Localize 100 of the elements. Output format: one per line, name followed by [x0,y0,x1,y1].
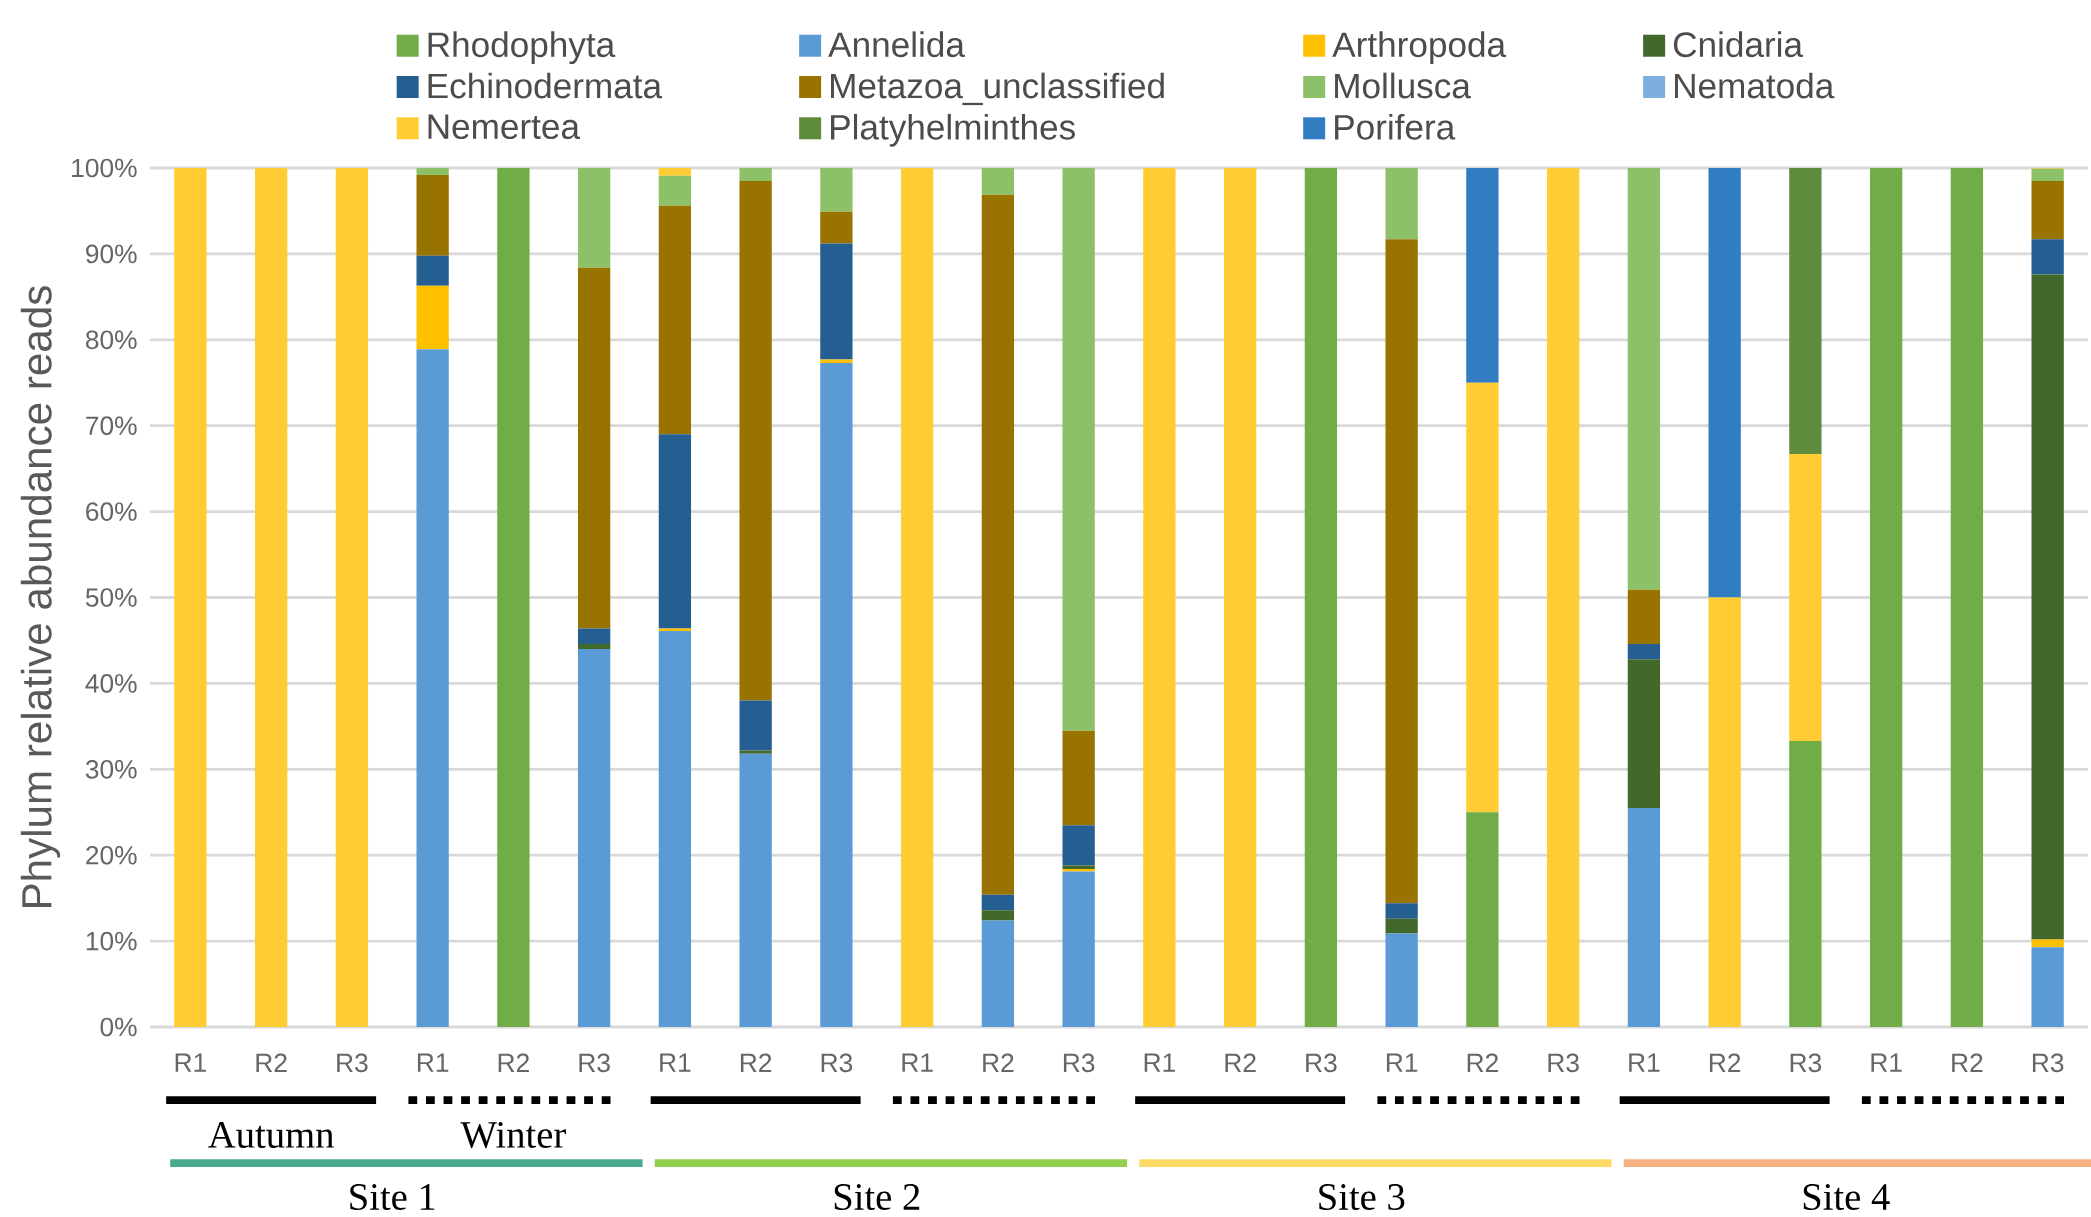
x-tick-label: R1 [1386,1053,1418,1072]
x-tick-label: R2 [1952,1053,1983,1072]
y-tick-label: 60% [86,502,137,521]
bar [1627,659,1661,808]
bar [981,894,1015,911]
legend-label: Cnidaria [1673,31,1804,58]
text: Winter [460,1121,566,1149]
y-tick-label: 40% [85,674,137,693]
legend-label: Rhodophyta [428,31,616,65]
bar [1385,918,1418,934]
bar [497,168,530,1028]
bar [1062,168,1095,731]
bar [1143,168,1176,1028]
bar [1385,168,1418,240]
x-tick-label: R3 [579,1053,610,1073]
bar [2031,180,2064,240]
bar [1385,933,1418,1028]
x-tick-label: R3 [1063,1053,1095,1073]
bar [1627,807,1661,1028]
bar [1224,168,1257,1028]
bar [1062,825,1095,866]
bar [2031,274,2064,940]
text: Autumn [208,1122,334,1148]
bar [1466,812,1499,1028]
bar [577,649,611,1028]
bar [1950,168,1984,1028]
bar [2031,239,2064,275]
y-tick-label: 50% [85,588,137,607]
bar [739,700,772,751]
x-tick-label: R3 [821,1053,853,1073]
bar [1062,730,1095,826]
x-tick-label: R2 [1709,1053,1741,1072]
bar [658,434,692,629]
x-tick-label: R1 [175,1053,206,1072]
bar [577,628,611,644]
x-tick-label: R3 [1548,1053,1579,1073]
bar [1546,168,1580,1028]
y-tick-label: 70% [86,416,137,436]
bar [658,205,692,435]
text: Site 1 [350,1184,435,1211]
bar [1869,168,1903,1028]
bar [1789,454,1822,741]
bar [900,168,934,1028]
bar [416,349,449,1028]
x-tick-label: R1 [417,1053,449,1072]
legend-label: Platyhelminthes [831,113,1075,147]
x-tick-label: R2 [983,1053,1014,1072]
bar [739,168,772,181]
x-tick-label: R1 [902,1053,933,1072]
bar [658,628,692,632]
bar [981,194,1015,895]
bar [820,243,853,360]
bar [416,174,449,256]
bar [1789,168,1822,455]
bar [577,267,611,629]
x-tick-label: R2 [1225,1053,1256,1072]
bar [739,753,772,1028]
bar [1466,382,1499,813]
bar [981,168,1015,195]
bar [1627,643,1661,660]
bar [1627,168,1661,590]
bar [820,363,853,1028]
bar [2031,168,2064,181]
bar [416,255,449,286]
bar [981,910,1015,921]
bar [1304,168,1338,1028]
bar [1789,740,1822,1028]
x-tick-label: R2 [256,1053,287,1072]
y-tick-label: 10% [86,931,137,951]
bar [820,168,853,212]
y-tick-label: 30% [85,759,137,779]
x-tick-label: R2 [498,1053,529,1072]
bar [577,643,611,650]
legend-label: Nematoda [1675,72,1835,99]
y-axis-title: Phylum relative abundance reads [20,286,61,908]
y-tick-label: 0% [100,1017,137,1037]
x-tick-label: R3 [1790,1053,1822,1073]
x-tick-label: R1 [1871,1053,1902,1072]
legend-label: Metazoa_unclassified [831,72,1164,106]
bar [1627,589,1661,644]
bar [2031,939,2064,948]
y-tick-label: 90% [86,244,137,264]
y-tick-label: 80% [85,330,137,350]
x-tick-label: R1 [1629,1053,1660,1072]
bar [658,168,692,176]
bar [1385,239,1418,904]
bar [577,168,611,268]
bar [1385,903,1418,919]
x-tick-label: R2 [740,1053,772,1072]
bar [1466,168,1499,383]
bar [1708,168,1741,598]
legend-label: Annelida [828,31,965,58]
bar [1062,871,1095,1028]
text: Site 3 [1319,1184,1405,1211]
bar [739,180,772,701]
x-tick-label: R1 [1144,1053,1175,1072]
bar [820,211,853,244]
x-tick-label: R1 [660,1053,691,1072]
x-tick-label: R2 [1467,1053,1498,1072]
bar [416,168,449,175]
